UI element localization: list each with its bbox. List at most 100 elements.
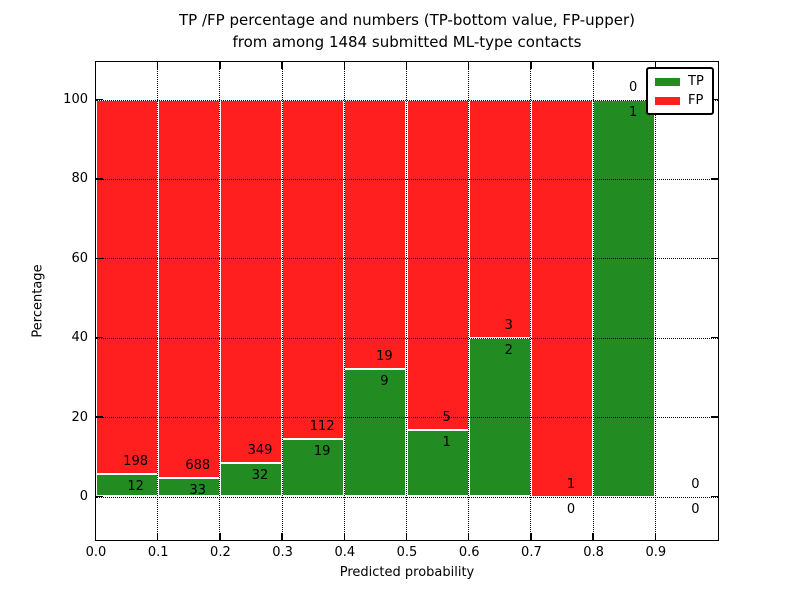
h-gridline	[95, 178, 718, 180]
y-tick-mark	[710, 257, 718, 260]
legend-entry-fp: FP	[655, 93, 704, 108]
bar-fp-segment	[219, 99, 283, 464]
fp-count-label: 0	[629, 79, 638, 95]
y-tick-mark	[710, 336, 718, 339]
bar-tp-segment	[282, 438, 345, 497]
y-tick-mark	[710, 98, 718, 101]
tp-count-label: 9	[380, 373, 389, 389]
bar-tp-segment	[344, 368, 407, 497]
bar-tp-segment	[95, 473, 158, 497]
x-tick-mark	[592, 532, 594, 540]
x-tick-mark	[654, 61, 657, 69]
bar-tp-segment	[406, 430, 469, 497]
x-tick-mark	[219, 532, 221, 540]
bar-fp-segment	[468, 99, 531, 338]
x-tick-label: 0.0	[85, 545, 107, 560]
x-tick-mark	[405, 61, 408, 69]
x-tick-label: 0.1	[147, 545, 169, 560]
x-tick-mark	[281, 532, 283, 540]
x-axis-label: Predicted probability	[339, 565, 475, 580]
h-gridline	[95, 258, 718, 260]
bar-fp-segment	[344, 99, 407, 369]
v-gridline	[530, 61, 532, 540]
legend-label: FP	[688, 93, 704, 108]
legend: TP FP	[646, 67, 714, 115]
x-tick-mark	[343, 61, 346, 69]
bar-fp-segment	[95, 99, 158, 474]
legend-swatch-tp	[655, 77, 680, 86]
x-tick-mark	[94, 532, 97, 540]
y-tick-mark	[710, 495, 718, 498]
v-gridline	[157, 61, 159, 540]
y-tick-mark	[95, 416, 103, 418]
fp-count-label: 19	[376, 348, 393, 364]
h-gridline	[95, 496, 718, 498]
x-tick-label: 0.4	[334, 545, 356, 560]
y-tick-label: 100	[63, 92, 88, 107]
y-tick-mark	[95, 495, 103, 498]
y-tick-label: 60	[71, 250, 88, 266]
tp-count-label: 2	[504, 342, 513, 358]
bar-fp-segment	[157, 99, 220, 479]
x-tick-mark	[467, 532, 470, 540]
fp-count-label: 1	[566, 476, 576, 492]
tp-count-label: 1	[629, 104, 638, 120]
y-tick-label: 0	[79, 489, 88, 504]
v-gridline	[406, 61, 407, 540]
x-tick-label: 0.7	[521, 545, 542, 560]
v-gridline	[343, 61, 345, 540]
x-tick-label: 0.6	[458, 545, 480, 560]
x-tick-label: 0.8	[583, 545, 604, 560]
y-tick-mark	[710, 178, 718, 180]
plot-area: 198 12 688 33 349 32 112 19 19 9 5 1 3 2 1 0 0 1 0 0	[94, 60, 719, 541]
bar-fp-segment	[406, 99, 469, 431]
x-tick-label: 0.2	[210, 545, 231, 560]
y-tick-label: 20	[71, 409, 88, 425]
y-tick-label: 40	[71, 330, 88, 346]
tp-count-label: 12	[127, 478, 144, 494]
tp-count-label: 33	[189, 483, 207, 499]
x-tick-mark	[156, 61, 159, 69]
legend-label: TP	[688, 74, 704, 89]
bar-tp-segment	[157, 478, 220, 497]
bar-tp-segment	[468, 337, 531, 497]
y-tick-mark	[95, 98, 103, 101]
legend-swatch-fp	[655, 96, 680, 105]
x-tick-mark	[592, 61, 594, 69]
legend-entry-tp: TP	[655, 74, 704, 89]
x-tick-mark	[467, 61, 470, 69]
bar-tp-segment	[593, 99, 656, 497]
x-tick-mark	[405, 532, 408, 540]
tp-count-label: 0	[566, 501, 576, 517]
y-tick-mark	[95, 257, 103, 260]
y-tick-mark	[95, 178, 103, 180]
x-tick-label: 0.3	[272, 545, 293, 560]
x-tick-mark	[281, 61, 283, 69]
x-tick-mark	[654, 532, 657, 540]
fp-count-label: 349	[247, 443, 273, 459]
h-gridline	[95, 99, 718, 101]
h-gridline	[95, 337, 718, 339]
fp-count-label: 0	[691, 476, 700, 492]
x-tick-mark	[530, 61, 532, 69]
x-tick-mark	[156, 532, 159, 540]
x-tick-mark	[94, 61, 97, 69]
chart-title: TP /FP percentage and numbers (TP-bottom…	[96, 9, 718, 53]
x-tick-label: 0.5	[396, 545, 418, 560]
bar-fp-segment	[530, 99, 594, 497]
v-gridline	[281, 61, 283, 540]
v-gridline	[468, 61, 470, 540]
y-tick-mark	[95, 336, 103, 339]
tp-count-label: 0	[691, 501, 700, 517]
chart-title-line1: TP /FP percentage and numbers (TP-bottom…	[179, 11, 635, 29]
bar-tp-segment	[219, 463, 283, 497]
v-gridline	[592, 61, 594, 540]
tp-count-label: 32	[251, 468, 269, 484]
x-tick-mark	[530, 532, 532, 540]
fp-count-label: 5	[442, 410, 451, 426]
x-tick-mark	[343, 532, 346, 540]
bar-fp-segment	[282, 99, 345, 439]
x-tick-mark	[219, 61, 221, 69]
tp-count-label: 19	[313, 443, 331, 459]
